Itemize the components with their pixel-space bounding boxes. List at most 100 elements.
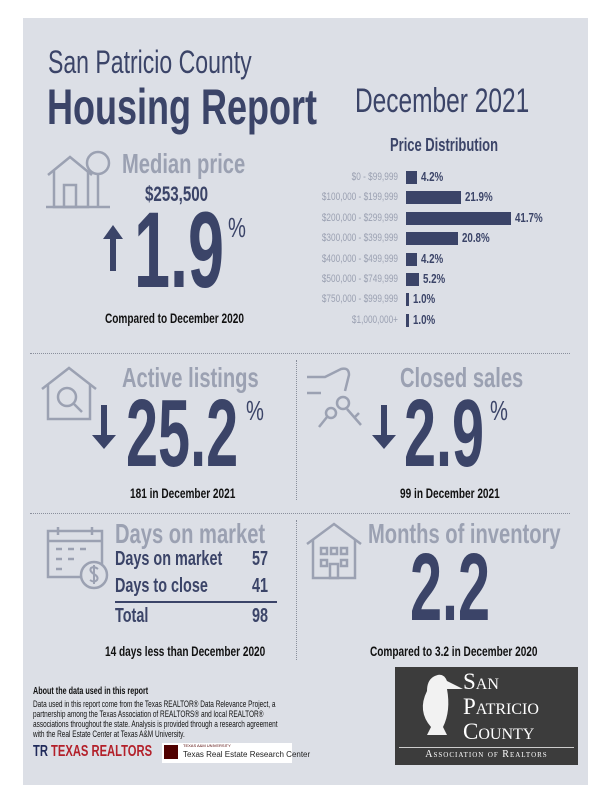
- active-pct: %: [246, 395, 264, 427]
- bar: [406, 171, 417, 184]
- data-label: 4.2%: [421, 251, 443, 266]
- dom-row-value: 41: [252, 575, 268, 598]
- arrow-up-icon: [103, 225, 123, 271]
- median-price-text: $253,500: [145, 183, 209, 206]
- hand-key-icon: [307, 367, 362, 428]
- assoc-line: Patricio: [463, 694, 539, 719]
- dom-total-text: Total: [115, 605, 149, 627]
- dom-label-text: Days on market: [115, 518, 266, 549]
- tick-label: $300,000 - $399,999: [293, 232, 398, 244]
- data-label-text: 41.7%: [515, 209, 543, 225]
- dom-row-text: Days to close: [115, 575, 208, 597]
- active-label: Active listings: [122, 362, 259, 394]
- data-label-text: 4.2%: [420, 250, 443, 266]
- divider: [30, 353, 570, 354]
- divider: [296, 360, 297, 500]
- association-subtitle: Association of Realtors: [399, 747, 574, 761]
- house-search-icon: [41, 366, 97, 421]
- tick-label-text: $1,000,000+: [351, 313, 398, 326]
- tick-label-text: $100,000 - $199,999: [321, 191, 398, 204]
- tick-label: $400,000 - $499,999: [293, 253, 398, 265]
- median-note: Compared to December 2020: [105, 310, 244, 326]
- chart-title-text: Price Distribution: [390, 135, 499, 155]
- about-title-text: About the data used in this report: [33, 686, 149, 697]
- dom-note: 14 days less than December 2020: [105, 643, 265, 659]
- closed-change: 2.9: [404, 386, 484, 482]
- tamu-small-text: TEXAS A&M UNIVERSITY: [183, 743, 231, 748]
- tr-mark: TR: [33, 743, 52, 760]
- inventory-value: 2.2: [410, 540, 490, 636]
- tick-label-text: $200,000 - $299,999: [321, 211, 398, 224]
- bar: [406, 252, 417, 266]
- data-label-text: 21.9%: [465, 189, 493, 205]
- tick-label-text: $0 - $99,999: [351, 171, 398, 183]
- dom-total-label: Total: [115, 605, 148, 628]
- active-note-text: 181 in December 2021: [130, 485, 236, 501]
- dom-value-text: 57: [252, 548, 269, 570]
- active-pct-sign: %: [246, 395, 264, 426]
- inventory-note: Compared to 3.2 in December 2020: [370, 643, 538, 659]
- house-tree-icon: [46, 150, 111, 209]
- data-label: 1.0%: [413, 312, 435, 327]
- closed-note: 99 in December 2021: [400, 485, 500, 501]
- tick-label: $1,000,000+: [293, 314, 398, 326]
- tick-label-text: $500,000 - $749,999: [321, 273, 398, 285]
- median-label-text: Median price: [122, 148, 246, 179]
- county-text: San Patricio County: [48, 44, 252, 80]
- tick-label: $200,000 - $299,999: [293, 212, 398, 224]
- closed-pct-sign: %: [490, 395, 508, 426]
- active-change: 25.2: [126, 386, 238, 482]
- bar: [406, 232, 459, 246]
- association-name: San Patricio County: [463, 669, 539, 744]
- tick-label: $750,000 - $999,999: [293, 293, 398, 305]
- median-note-text: Compared to December 2020: [105, 310, 244, 326]
- bar: [406, 191, 462, 205]
- dom-note-text: 14 days less than December 2020: [105, 643, 266, 659]
- divider: [296, 520, 297, 660]
- tamu-text: Texas Real Estate Research Center: [183, 750, 311, 759]
- dom-row-text: Days on market: [115, 548, 223, 570]
- about-text: Data used in this report come from the T…: [33, 699, 278, 739]
- chart-title: Price Distribution: [390, 135, 498, 156]
- closed-pct: %: [490, 395, 508, 427]
- median-label: Median price: [122, 148, 245, 180]
- tick-label-text: $750,000 - $999,999: [321, 293, 398, 306]
- tick-label: $100,000 - $199,999: [293, 191, 398, 203]
- bar: [406, 293, 409, 307]
- bar: [406, 313, 409, 327]
- inventory-label: Months of inventory: [368, 518, 561, 550]
- data-label: 4.2%: [421, 169, 443, 184]
- inventory-value-text: 2.2: [410, 534, 491, 641]
- bar: [406, 211, 512, 225]
- tamu-mark: [164, 745, 178, 759]
- median-change: 1.9: [134, 196, 224, 304]
- bar: [406, 273, 420, 286]
- dom-row-label: Days on market: [115, 548, 222, 571]
- inventory-note-text: Compared to 3.2 in December 2020: [370, 643, 538, 659]
- texas-realtors-logo: TR TEXAS REALTORS: [33, 743, 152, 761]
- assoc-line: County: [463, 719, 535, 744]
- active-label-text: Active listings: [122, 362, 259, 393]
- total-rule: [115, 601, 277, 603]
- period-text: December 2021: [355, 82, 530, 120]
- tick-label: $500,000 - $749,999: [293, 273, 398, 285]
- county-name: San Patricio County: [48, 44, 252, 81]
- report-period: December 2021: [355, 82, 529, 121]
- pelican-icon: [422, 674, 463, 735]
- data-label: 5.2%: [423, 271, 445, 286]
- page-title: Housing Report: [47, 78, 317, 136]
- closed-label: Closed sales: [400, 362, 523, 394]
- report-card: [23, 18, 588, 785]
- tick-label: $0 - $99,999: [293, 171, 398, 183]
- median-pct: %: [228, 212, 246, 244]
- association-logo: San Patricio County Association of Realt…: [395, 667, 578, 765]
- active-note: 181 in December 2021: [130, 485, 235, 501]
- divider: [30, 513, 570, 514]
- median-change-value: 1.9: [134, 189, 225, 310]
- about-title: About the data used in this report: [33, 686, 148, 697]
- dom-row-value: 57: [252, 548, 268, 571]
- data-label-text: 20.8%: [462, 230, 491, 246]
- closed-change-value: 2.9: [404, 380, 485, 487]
- data-label-text: 1.0%: [413, 311, 436, 327]
